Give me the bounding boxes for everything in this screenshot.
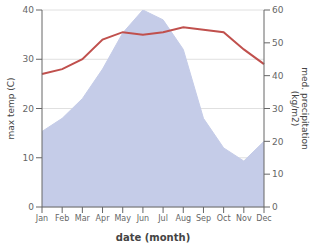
svg-text:40: 40 xyxy=(23,5,35,15)
svg-text:20: 20 xyxy=(272,137,284,147)
svg-text:Apr: Apr xyxy=(96,214,111,223)
svg-text:Dec: Dec xyxy=(256,214,271,223)
svg-text:10: 10 xyxy=(272,169,284,179)
svg-text:max temp (C): max temp (C) xyxy=(8,77,16,139)
svg-text:50: 50 xyxy=(272,38,284,48)
svg-text:Nov: Nov xyxy=(236,214,252,223)
svg-text:Jun: Jun xyxy=(136,214,150,223)
svg-text:0: 0 xyxy=(272,202,278,212)
svg-text:date (month): date (month) xyxy=(116,232,190,243)
svg-text:Jul: Jul xyxy=(157,214,168,223)
svg-text:med. precipitation(kg/m2): med. precipitation(kg/m2) xyxy=(290,67,310,149)
svg-text:Jan: Jan xyxy=(35,214,48,223)
svg-text:Aug: Aug xyxy=(175,214,191,223)
svg-text:Oct: Oct xyxy=(217,214,231,223)
svg-text:10: 10 xyxy=(23,153,35,163)
svg-text:Feb: Feb xyxy=(55,214,69,223)
svg-text:May: May xyxy=(114,214,131,223)
svg-text:Mar: Mar xyxy=(75,214,91,223)
svg-text:20: 20 xyxy=(23,104,35,114)
svg-text:30: 30 xyxy=(272,104,284,114)
svg-text:30: 30 xyxy=(23,54,35,64)
svg-text:0: 0 xyxy=(28,202,34,212)
svg-text:Sep: Sep xyxy=(196,214,211,223)
svg-text:40: 40 xyxy=(272,71,284,81)
svg-text:60: 60 xyxy=(272,5,284,15)
